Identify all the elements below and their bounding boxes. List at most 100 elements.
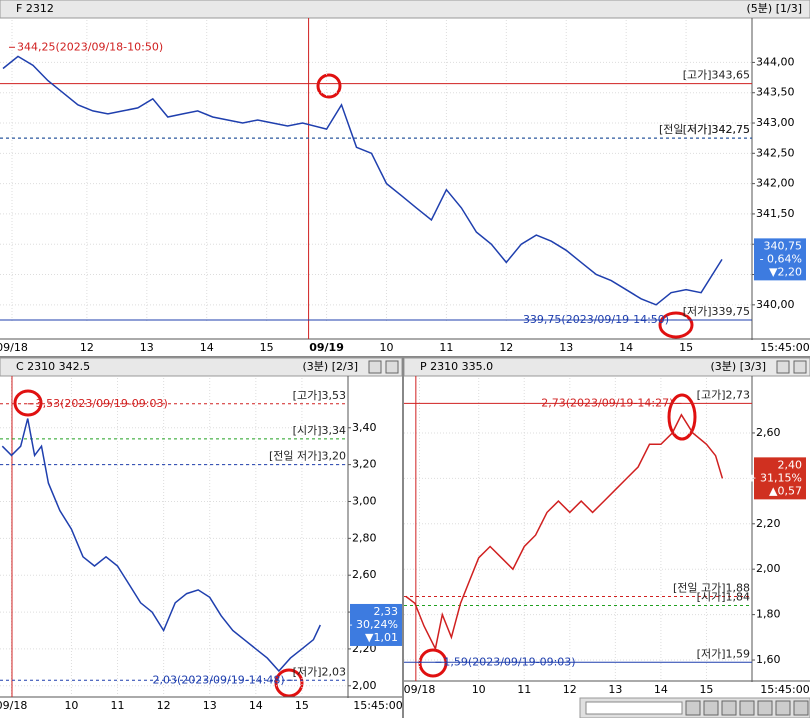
price-line xyxy=(2,55,723,306)
price-box-text: ▼2,20 xyxy=(769,265,802,278)
y-tick-label: 2,60 xyxy=(756,426,781,439)
x-tick-label: 10 xyxy=(64,699,78,712)
close-button[interactable] xyxy=(793,360,807,374)
y-tick-label: 343,00 xyxy=(756,116,795,129)
button[interactable] xyxy=(739,700,755,716)
reference-label: [시가]342,75 xyxy=(683,123,750,136)
highlight-circles xyxy=(13,73,697,698)
reference-label: [전일 저가]3,20 xyxy=(269,449,346,463)
button[interactable] xyxy=(757,700,773,716)
x-tick-label: 11 xyxy=(439,341,453,354)
title-bar xyxy=(0,0,810,19)
chart-period: (3분) [2/3] xyxy=(303,360,358,373)
chart-title: C 2310 342.5 xyxy=(16,360,90,373)
reference-label: [전일 고가]1,88 xyxy=(673,580,750,594)
y-tick-label: 342,50 xyxy=(756,146,795,159)
reference-label: [고가]3,53 xyxy=(293,389,346,402)
y-tick-label: 342,00 xyxy=(756,177,795,190)
y-tick-label: 3,40 xyxy=(352,421,377,434)
price-line xyxy=(405,413,724,651)
price-box xyxy=(350,603,402,646)
circle xyxy=(13,389,43,417)
x-tick-label: 13 xyxy=(140,341,154,354)
chart-title: P 2310 335.0 xyxy=(420,360,493,373)
x-tick-label: 13 xyxy=(203,699,217,712)
price-box-text: ▲0,57 xyxy=(769,484,802,497)
y-tick-label: 340,00 xyxy=(756,298,795,311)
price-box-text: - 30,24% xyxy=(349,618,398,631)
x-tick-label: 10 xyxy=(379,341,393,354)
reference-label: [고가]2,73 xyxy=(697,388,750,401)
y-tick-label: 343,50 xyxy=(756,86,795,99)
x-tick-label: 15 xyxy=(260,341,274,354)
y-tick-label: 3,00 xyxy=(352,494,377,507)
x-tick-label: 13 xyxy=(559,341,573,354)
chart-panel: C 2310 342.5(3분) [2/3]2,002,202,402,602,… xyxy=(0,360,403,712)
price-box-text: - 0,64% xyxy=(760,252,802,265)
reference-label: [저가]1,59 xyxy=(697,647,750,660)
button[interactable] xyxy=(721,700,737,716)
price-box-text: ▼1,01 xyxy=(365,631,398,644)
reference-label: [고가]343,65 xyxy=(683,69,750,82)
x-tick-label: 11 xyxy=(517,683,531,696)
toolbar xyxy=(579,697,810,719)
circle xyxy=(274,668,304,698)
price-box-text: 2,40 xyxy=(778,458,803,471)
reference-label: [저가]2,03 xyxy=(293,665,346,678)
end-time-label: 15:45:00 xyxy=(760,341,809,354)
x-tick-label: 12 xyxy=(563,683,577,696)
y-tick-label: 2,80 xyxy=(352,531,377,544)
y-tick-label: 2,00 xyxy=(352,679,377,692)
x-tick-label: 09/18 xyxy=(0,341,28,354)
x-tick-label: 09/19 xyxy=(309,341,344,354)
close-buttons xyxy=(368,360,807,374)
restore-button[interactable] xyxy=(776,360,790,374)
price-box xyxy=(754,238,806,281)
end-time-label: 15:45:00 xyxy=(760,683,809,696)
circle xyxy=(316,73,342,99)
splitter xyxy=(0,356,810,358)
circle xyxy=(658,311,694,339)
y-tick-label: 2,60 xyxy=(352,568,377,581)
reference-label: [시가]1,84 xyxy=(697,591,750,604)
x-tick-label: 14 xyxy=(654,683,668,696)
button[interactable] xyxy=(685,700,701,716)
x-tick-label: 12 xyxy=(499,341,513,354)
annotation: 344,25(2023/09/18-10:50) xyxy=(17,40,163,53)
splitter xyxy=(402,358,404,718)
y-tick-label: 2,00 xyxy=(756,562,781,575)
chart-period: (3분) [3/3] xyxy=(711,360,766,373)
y-tick-label: 3,20 xyxy=(352,458,377,471)
y-tick-label: 341,50 xyxy=(756,207,795,220)
scroll-slider[interactable] xyxy=(585,701,683,715)
x-tick-label: 15 xyxy=(699,683,713,696)
chart-period: (5분) [1/3] xyxy=(747,2,802,15)
end-time-label: 15:45:00 xyxy=(353,699,402,712)
button[interactable] xyxy=(793,700,809,716)
x-tick-label: 14 xyxy=(249,699,263,712)
annotation: 2,73(2023/09/19-14:27) xyxy=(541,396,673,409)
annotation: 339,75(2023/09/19-14:50) xyxy=(523,313,669,326)
circle xyxy=(667,393,697,441)
x-tick-label: 14 xyxy=(200,341,214,354)
annotation: 1,59(2023/09/19-09:03) xyxy=(443,655,575,668)
close-button[interactable] xyxy=(385,360,399,374)
chart-panel: F 2312(5분) [1/3]340,00340,50341,00341,50… xyxy=(0,2,810,354)
x-tick-label: 15 xyxy=(679,341,693,354)
x-tick-label: 15 xyxy=(295,699,309,712)
x-tick-label: 14 xyxy=(619,341,633,354)
y-tick-label: 1,80 xyxy=(756,608,781,621)
x-tick-label: 11 xyxy=(111,699,125,712)
x-tick-label: 12 xyxy=(80,341,94,354)
y-tick-label: 2,20 xyxy=(756,517,781,530)
annotation: 2,03(2023/09/19-14:48) xyxy=(153,673,285,686)
price-box xyxy=(754,457,806,500)
reference-label: [저가]339,75 xyxy=(683,305,750,318)
annotation: 3,53(2023/09/19-09:03) xyxy=(36,397,168,410)
button[interactable] xyxy=(775,700,791,716)
restore-button[interactable] xyxy=(368,360,382,374)
reference-label: [전일 저가]342,75 xyxy=(659,122,750,136)
button[interactable] xyxy=(703,700,719,716)
